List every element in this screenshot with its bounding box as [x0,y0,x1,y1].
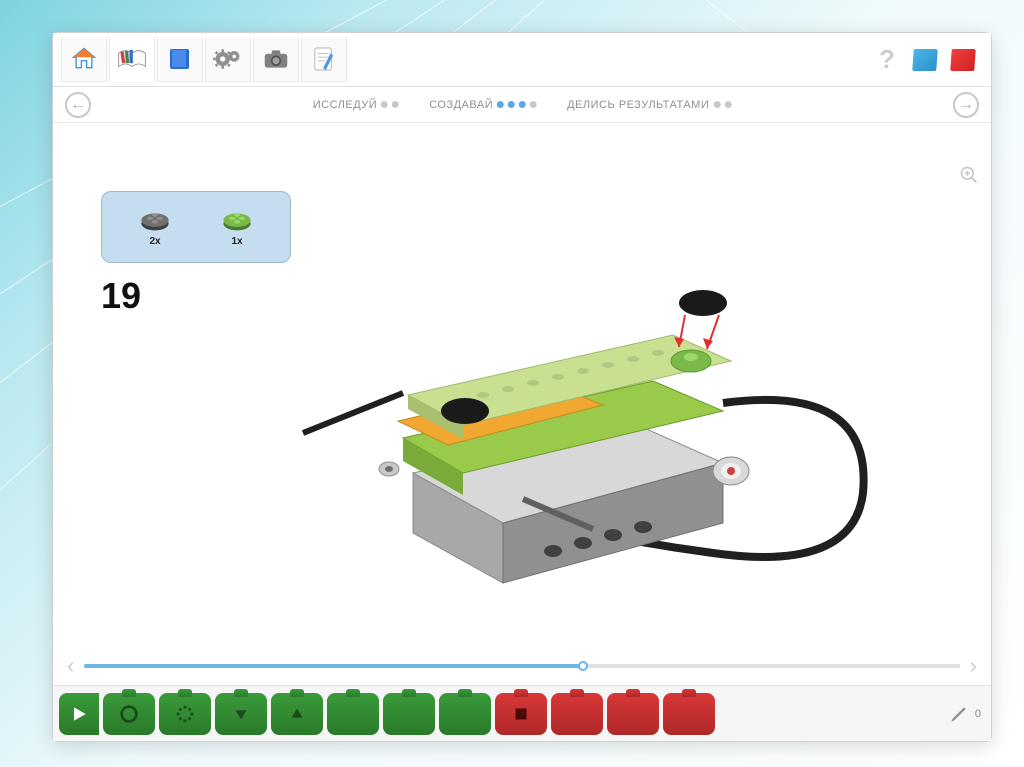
phase-create[interactable]: СОЗДАВАЙ [429,99,537,111]
down-icon [230,703,252,725]
block-red-3[interactable] [607,693,659,735]
programming-canvas[interactable]: 0 [53,685,991,741]
magnifier-plus-icon [959,165,979,185]
library-icon [117,45,147,73]
round-plate-green-icon [220,208,254,234]
part-1: 2x [138,208,172,247]
top-toolbar: ? [53,33,991,87]
step-progress: ‹ › [53,651,991,681]
block-green-1[interactable] [103,693,155,735]
block-green-4[interactable] [271,693,323,735]
step-number: 19 [101,275,141,317]
progress-prev[interactable]: ‹ [67,653,74,679]
book-button[interactable] [157,38,203,82]
part-2: 1x [220,208,254,247]
note-button[interactable] [301,38,347,82]
camera-button[interactable] [253,38,299,82]
home-icon [70,45,98,73]
pencil-icon[interactable] [949,704,969,724]
model-illustration [253,233,893,613]
canvas-end: 0 [949,704,985,724]
phase-segments: ИССЛЕДУЙ СОЗДАВАЙ ДЕЛИСЬ РЕЗУЛЬТАТАМИ [313,99,732,111]
canvas-counter: 0 [975,708,981,720]
gears-button[interactable] [205,38,251,82]
round-plate-icon [138,208,172,234]
part-2-qty: 1x [231,236,242,247]
progress-track[interactable] [84,664,959,668]
content-area: 2x 1x 19 [53,123,991,741]
progress-fill [84,664,583,668]
book-icon [169,47,191,71]
phase-share[interactable]: ДЕЛИСЬ РЕЗУЛЬТАТАМИ [567,99,731,111]
motor-icon [118,703,140,725]
phase-explore[interactable]: ИССЛЕДУЙ [313,99,399,111]
phase-share-label: ДЕЛИСЬ РЕЗУЛЬТАТАМИ [567,99,709,111]
phase-create-label: СОЗДАВАЙ [429,99,493,111]
zoom-in-button[interactable] [957,163,981,187]
play-icon [69,704,89,724]
nav-next[interactable]: → [953,92,979,118]
gear-icon [174,703,196,725]
help-button[interactable]: ? [875,48,899,72]
block-green-6[interactable] [383,693,435,735]
block-green-3[interactable] [215,693,267,735]
block-red-2[interactable] [551,693,603,735]
up-icon [286,703,308,725]
red-indicator[interactable] [950,49,976,71]
app-window: ? ← ИССЛЕДУЙ СОЗДАВАЙ ДЕЛИСЬ РЕЗУЛЬТАТАМ… [52,32,992,742]
blue-indicator[interactable] [912,49,938,71]
toolbar-right: ? [875,48,983,72]
nav-prev[interactable]: ← [65,92,91,118]
block-red-1[interactable] [495,693,547,735]
library-button[interactable] [109,38,155,82]
block-red-4[interactable] [663,693,715,735]
phase-explore-label: ИССЛЕДУЙ [313,99,377,111]
progress-next[interactable]: › [970,653,977,679]
block-green-7[interactable] [439,693,491,735]
home-button[interactable] [61,38,107,82]
part-1-qty: 2x [149,236,160,247]
progress-thumb[interactable] [578,661,588,671]
stop-icon [510,703,532,725]
gears-icon [213,46,243,72]
phase-nav: ← ИССЛЕДУЙ СОЗДАВАЙ ДЕЛИСЬ РЕЗУЛЬТАТАМИ … [53,87,991,123]
block-green-5[interactable] [327,693,379,735]
block-green-2[interactable] [159,693,211,735]
block-start[interactable] [59,693,99,735]
camera-icon [263,48,289,70]
note-icon [313,46,335,72]
